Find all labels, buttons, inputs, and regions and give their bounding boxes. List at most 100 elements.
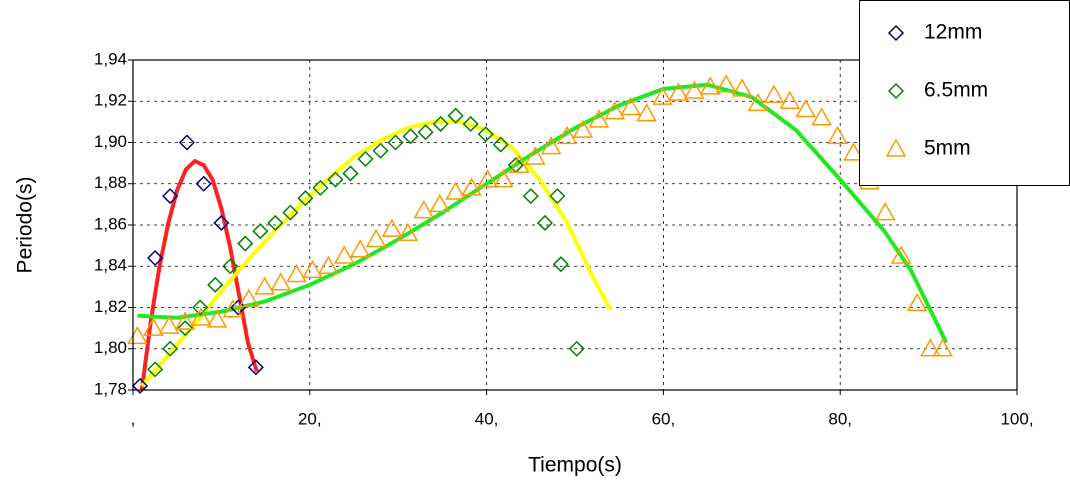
point [387, 134, 404, 151]
point [342, 165, 359, 182]
point [174, 311, 196, 330]
point [843, 142, 864, 161]
point [524, 146, 546, 165]
x-tick-label: 80, [828, 409, 852, 428]
point [522, 188, 539, 205]
point [652, 86, 673, 105]
point [620, 96, 641, 116]
point [397, 222, 419, 241]
y-tick-label: 1,82 [94, 297, 127, 316]
point [920, 338, 941, 357]
x-tick-label: 100, [1000, 409, 1033, 428]
point [413, 200, 435, 219]
point [162, 340, 179, 357]
point [254, 276, 275, 295]
point [827, 125, 848, 145]
point [297, 190, 314, 207]
y-tick-label: 1,94 [94, 49, 127, 68]
y-tick-label: 1,86 [94, 214, 127, 233]
point [267, 214, 284, 231]
legend-marker [887, 24, 905, 42]
point [147, 249, 164, 267]
point [731, 78, 753, 97]
x-tick-label: 20, [298, 409, 322, 428]
point [556, 125, 578, 145]
point [568, 340, 585, 357]
y-tick-label: 1,88 [94, 173, 127, 192]
y-tick-label: 1,92 [94, 91, 127, 110]
point [222, 299, 244, 318]
point [252, 223, 269, 240]
point [432, 115, 449, 132]
point [213, 214, 230, 231]
point [230, 299, 247, 316]
point [715, 74, 737, 93]
point [461, 177, 482, 196]
y-tick-label: 1,90 [94, 132, 127, 151]
point [540, 136, 562, 155]
legend-marker [885, 138, 907, 157]
point [402, 128, 419, 145]
y-tick-label: 1,78 [94, 379, 127, 398]
point [222, 258, 239, 275]
x-tick-label: 40, [475, 409, 499, 428]
point [365, 228, 387, 248]
point [270, 272, 291, 291]
point [447, 107, 464, 124]
point [604, 101, 626, 120]
point [162, 188, 179, 205]
point [417, 124, 434, 141]
legend: 12mm 6.5mm 5mm [859, 0, 1070, 186]
point [429, 193, 451, 213]
point [158, 315, 180, 334]
trendline [140, 119, 613, 388]
point [699, 76, 721, 95]
point [247, 359, 264, 376]
point [132, 377, 149, 394]
legend-text: 12mm [924, 21, 982, 44]
point [147, 361, 164, 378]
point [890, 245, 912, 264]
point [327, 171, 344, 188]
point [381, 218, 403, 237]
point [477, 126, 494, 143]
point [572, 119, 594, 138]
point [549, 188, 566, 205]
point [237, 235, 254, 252]
point [286, 263, 307, 283]
point [509, 154, 530, 173]
point [811, 107, 832, 126]
point [282, 204, 299, 221]
point [178, 134, 195, 151]
point [302, 259, 323, 279]
x-tick-label: 60, [652, 409, 676, 428]
point [349, 239, 371, 258]
point [192, 299, 209, 316]
point [492, 136, 509, 153]
point [552, 256, 569, 273]
y-tick-label: 1,84 [94, 256, 127, 275]
y-axis-title: Periodo(s) [14, 177, 37, 274]
point [763, 84, 785, 103]
point [636, 103, 657, 122]
point [312, 179, 329, 196]
point [536, 214, 554, 231]
y-tick-label: 1,80 [94, 338, 127, 357]
legend-text: 6.5mm [924, 79, 988, 102]
point [462, 115, 479, 132]
points [127, 74, 954, 394]
point [238, 288, 260, 307]
point [875, 202, 896, 221]
point [588, 109, 610, 128]
ticks: 1,78 1,80 1,82 1,84 1,86 1,88 1,90 1,92 1,94, 20,… [94, 49, 1034, 428]
point [445, 181, 466, 200]
point [779, 90, 801, 109]
point [318, 255, 339, 274]
point [357, 150, 374, 168]
point [493, 169, 514, 188]
legend-marker [887, 82, 905, 100]
point [668, 82, 689, 101]
point [143, 317, 164, 336]
point [477, 169, 498, 188]
